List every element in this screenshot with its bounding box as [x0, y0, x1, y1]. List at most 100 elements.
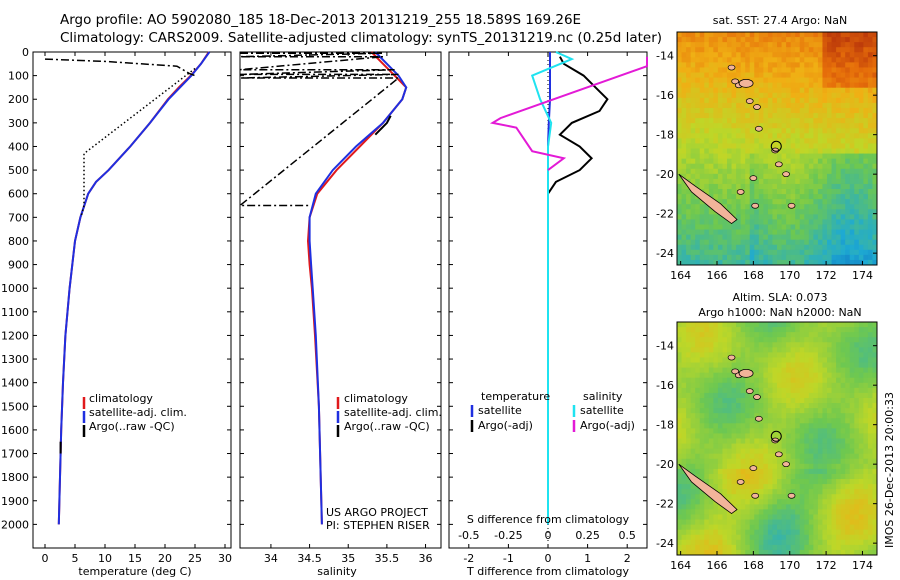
map-cell	[840, 484, 846, 490]
map-cell	[767, 448, 773, 455]
map-cell	[795, 254, 801, 261]
map-cell	[854, 322, 860, 328]
map-cell	[840, 173, 846, 180]
map-cell	[849, 102, 855, 109]
map-cell	[727, 72, 733, 79]
map-cell	[804, 453, 810, 460]
map-cell	[758, 362, 764, 369]
map-cell	[849, 57, 855, 63]
map-cell	[695, 183, 701, 190]
map-cell	[827, 113, 833, 119]
map-cell	[758, 372, 764, 379]
map-cell	[799, 539, 805, 546]
legend-label-t-argo: Argo(-adj)	[478, 419, 533, 432]
map-cell	[822, 133, 828, 139]
map-cell	[745, 259, 751, 266]
map-cell	[717, 97, 723, 104]
map-cell	[872, 82, 878, 89]
map-cell	[836, 468, 842, 475]
map-cell	[777, 249, 783, 256]
map-cell	[758, 62, 764, 68]
map-cell	[849, 77, 855, 84]
map-cell	[822, 97, 828, 104]
map-cell	[731, 413, 737, 419]
map-cell	[827, 342, 833, 348]
map-cell	[758, 392, 764, 399]
map-cell	[677, 102, 683, 109]
map-cell	[831, 194, 837, 200]
map-cell	[722, 234, 728, 241]
map-cell	[867, 239, 873, 246]
map-cell	[804, 107, 810, 114]
map-cell	[822, 484, 828, 490]
map-cell	[736, 337, 742, 343]
map-cell	[708, 408, 714, 414]
map-cell	[831, 448, 837, 455]
map-cell	[799, 118, 805, 124]
map-cell	[786, 199, 792, 205]
map-cell	[822, 214, 828, 220]
map-cell	[767, 337, 773, 343]
map-cell	[858, 189, 864, 195]
map-cell	[736, 42, 742, 48]
map-cell	[763, 504, 769, 510]
map-cell	[713, 529, 719, 536]
map-cell	[777, 403, 783, 409]
map-cell	[677, 372, 683, 379]
map-cell	[686, 153, 692, 160]
map-cell	[795, 249, 801, 256]
map-cell	[704, 153, 710, 160]
legend-label-t-satellite: satellite	[478, 404, 522, 417]
map-cell	[731, 428, 737, 434]
map-cell	[727, 82, 733, 89]
map-cell	[817, 234, 823, 241]
map-cell	[717, 178, 723, 185]
x-tick-label: 20	[158, 552, 172, 565]
map-cell	[749, 123, 755, 129]
map-cell	[817, 443, 823, 450]
map-cell	[740, 397, 746, 404]
map-cell	[695, 239, 701, 246]
map-cell	[827, 133, 833, 139]
map-cell	[790, 244, 796, 251]
map-cell	[690, 458, 696, 465]
map-cell	[722, 92, 728, 99]
map-cell	[808, 494, 814, 500]
map-cell	[836, 118, 842, 124]
map-cell	[686, 484, 692, 490]
map-cell	[745, 544, 751, 551]
map-cell	[872, 418, 878, 424]
map-cell	[799, 479, 805, 485]
map-cell	[849, 158, 855, 165]
map-cell	[681, 138, 687, 144]
map-cell	[731, 494, 737, 500]
map-cell	[754, 183, 760, 190]
map-cell	[717, 423, 723, 429]
map-cell	[804, 544, 810, 551]
map-cell	[817, 82, 823, 89]
map-cell	[849, 433, 855, 439]
map-cell	[858, 87, 864, 94]
map-cell	[831, 322, 837, 328]
map-cell	[858, 504, 864, 510]
map-cell	[736, 249, 742, 256]
map-cell	[777, 107, 783, 114]
map-cell	[786, 463, 792, 470]
map-cell	[849, 322, 855, 328]
map-cell	[717, 362, 723, 369]
map-cell	[699, 519, 705, 526]
map-cell	[777, 183, 783, 190]
map-cell	[836, 327, 842, 333]
map-cell	[813, 153, 819, 160]
map-cell	[822, 32, 828, 38]
map-cell	[836, 479, 842, 485]
map-cell	[808, 382, 814, 389]
map-cell	[708, 153, 714, 160]
map-cell	[681, 347, 687, 353]
map-cell	[867, 362, 873, 369]
map-cell	[767, 224, 773, 231]
map-cell	[817, 418, 823, 424]
map-cell	[840, 352, 846, 358]
map-cell	[758, 118, 764, 124]
map-cell	[713, 239, 719, 246]
